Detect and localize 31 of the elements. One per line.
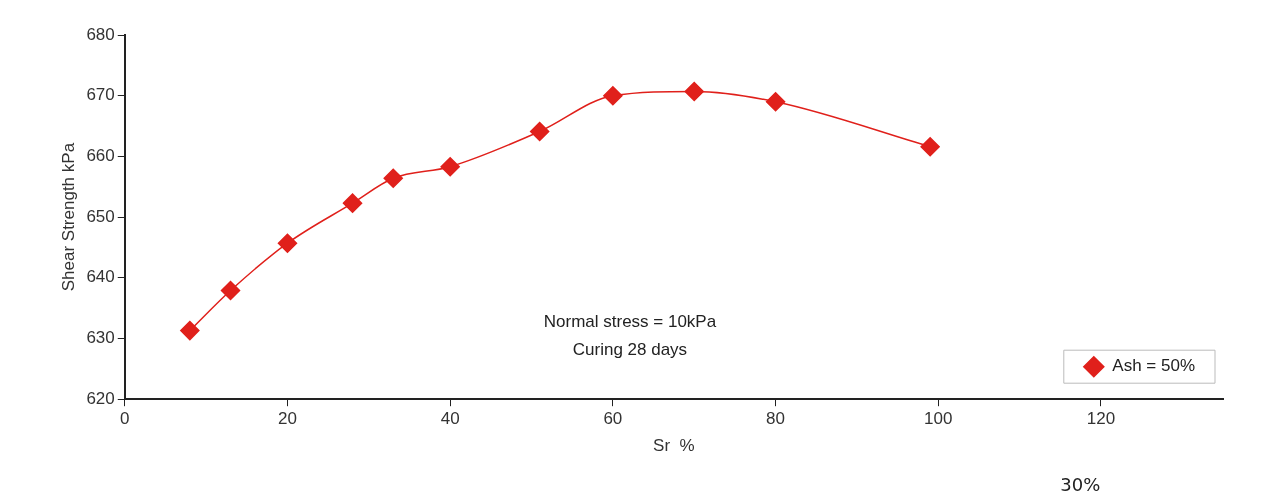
point bbox=[529, 121, 550, 142]
x-tick-label: 40 bbox=[440, 409, 460, 429]
annotation: Curing 28 days bbox=[572, 339, 688, 359]
x-tick-label: 20 bbox=[278, 409, 297, 429]
point bbox=[765, 92, 786, 112]
x-tick-label: 120 bbox=[1086, 409, 1116, 429]
x-tick-label: 80 bbox=[766, 409, 786, 429]
x-axis-title: Sr % bbox=[653, 436, 695, 456]
point bbox=[440, 156, 460, 177]
legend-label: Ash = 50% bbox=[1112, 356, 1196, 376]
point bbox=[603, 85, 623, 106]
annotation: Normal stress = 10kPa bbox=[543, 312, 717, 332]
y-tick-label: 660 bbox=[86, 146, 115, 166]
point bbox=[920, 136, 940, 157]
x-tick-label: 0 bbox=[120, 409, 130, 429]
y-axis-title: Shear Strength kPa bbox=[58, 142, 78, 292]
point bbox=[684, 81, 704, 102]
point bbox=[342, 193, 363, 213]
point bbox=[180, 320, 200, 341]
y-tick-label: 680 bbox=[86, 24, 115, 44]
y-tick-label: 670 bbox=[86, 85, 115, 105]
y-tick-label: 630 bbox=[86, 328, 115, 348]
point bbox=[277, 233, 298, 253]
x-tick-label: 60 bbox=[603, 409, 623, 429]
y-tick-label: 640 bbox=[86, 267, 115, 287]
text: 30% bbox=[1060, 474, 1101, 496]
x-tick-label: 100 bbox=[924, 409, 953, 429]
point bbox=[383, 168, 403, 188]
point bbox=[220, 280, 241, 301]
y-tick-label: 650 bbox=[86, 206, 115, 226]
y-tick-label: 620 bbox=[86, 388, 115, 408]
